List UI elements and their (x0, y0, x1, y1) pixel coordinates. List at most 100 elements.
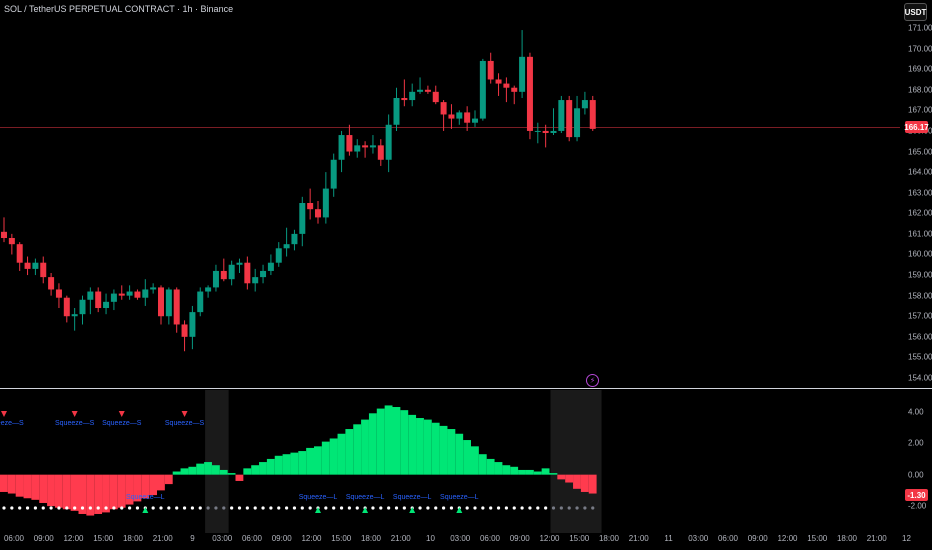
price-tick-label: 155.00 (908, 352, 932, 362)
squeeze-dot (33, 506, 38, 510)
currency-button[interactable]: USDT (904, 3, 927, 21)
momentum-bar (447, 429, 456, 475)
momentum-bar (180, 468, 189, 475)
price-tick-label: 170.00 (908, 44, 932, 54)
time-tick-label: 18:00 (360, 534, 382, 543)
candle-body (197, 291, 204, 313)
momentum-bar (353, 424, 362, 475)
momentum-bar (408, 414, 417, 475)
momentum-bar (266, 458, 275, 475)
momentum-bar (368, 413, 377, 475)
squeeze-dot (80, 506, 85, 510)
momentum-bar (251, 465, 260, 475)
long-signal-marker (315, 507, 321, 513)
momentum-bar (141, 474, 150, 499)
time-tick-label: 21:00 (866, 534, 887, 543)
momentum-bar (157, 474, 165, 491)
indicator-tick-label: 2.00 (908, 438, 924, 448)
momentum-bar (384, 405, 393, 475)
squeeze-dot (245, 506, 249, 510)
time-tick-label: 12:00 (63, 534, 84, 543)
candle-body (181, 324, 188, 337)
long-signal-label: Squeeze—L (126, 494, 165, 501)
candle-body (472, 118, 478, 123)
squeeze-dot (73, 506, 77, 510)
lightning-icon[interactable]: ⚡ (586, 374, 599, 387)
squeeze-dot (355, 506, 359, 510)
squeeze-zone (205, 390, 229, 533)
symbol-title: SOL / TetherUS PERPETUAL CONTRACT · 1h ·… (4, 4, 234, 14)
momentum-bar (70, 474, 79, 511)
squeeze-dot (308, 506, 312, 510)
candle-body (338, 135, 345, 160)
momentum-bar (565, 474, 574, 483)
candle-body (581, 100, 588, 109)
momentum-bar (376, 408, 385, 475)
short-signal-marker (181, 411, 188, 417)
squeeze-dot (18, 506, 22, 510)
candle-body (362, 145, 369, 148)
candle-body (220, 270, 227, 280)
momentum-bar (533, 471, 542, 475)
candle-body (244, 262, 251, 284)
candle-body (417, 89, 424, 92)
momentum-bar (149, 474, 157, 496)
candle-body (275, 248, 282, 263)
momentum-bar (361, 419, 369, 475)
squeeze-dot (418, 506, 422, 510)
candle-body (542, 130, 549, 133)
momentum-bar (235, 474, 244, 481)
time-tick-label: 11 (664, 534, 673, 543)
candle-body (479, 60, 486, 119)
candle-body (377, 145, 384, 160)
squeeze-dot (206, 506, 210, 510)
momentum-bar (86, 474, 95, 516)
squeeze-dot (504, 506, 508, 510)
candle-body (369, 145, 376, 148)
time-tick-label: 03:00 (212, 534, 233, 543)
momentum-bar (321, 441, 330, 475)
long-signal-marker (409, 507, 416, 513)
time-tick-label: 06:00 (479, 534, 501, 543)
price-tick-label: 171.00 (908, 23, 932, 33)
momentum-bar (125, 474, 134, 505)
momentum-bar (329, 438, 338, 475)
candle-body (519, 56, 526, 92)
squeeze-dot (151, 506, 155, 510)
momentum-bar (47, 474, 55, 507)
squeeze-dot (332, 506, 336, 510)
candle-body (503, 83, 510, 88)
candle-body (71, 314, 78, 317)
candle-body (354, 145, 361, 152)
candle-body (291, 233, 298, 245)
time-tick-label: 15:00 (569, 534, 590, 543)
candle-body (307, 203, 314, 210)
candle-body (87, 291, 94, 300)
time-tick-label: 06:00 (3, 534, 25, 543)
candle-body (1, 231, 7, 238)
candle-body (299, 203, 306, 234)
price-tick-label: 159.00 (908, 270, 932, 280)
momentum-bar (423, 419, 432, 475)
long-signal-label: Squeeze—L (298, 494, 338, 501)
candle-body (55, 289, 62, 298)
short-signal-marker (1, 411, 7, 417)
squeeze-dot (159, 506, 163, 510)
momentum-bar (455, 433, 464, 475)
price-tick-label: 161.00 (908, 229, 932, 239)
short-signal-marker (118, 411, 125, 417)
momentum-bar (23, 474, 32, 499)
momentum-bar (314, 446, 322, 475)
indicator-tick-label: -2.00 (908, 501, 927, 511)
squeeze-zone (550, 390, 602, 533)
squeeze-dot (175, 506, 179, 510)
momentum-bar (102, 474, 110, 513)
squeeze-dot (567, 506, 571, 510)
indicator-tick-label: 4.00 (908, 407, 924, 417)
price-tick-label: 167.00 (908, 105, 932, 115)
momentum-bar (588, 474, 597, 494)
momentum-bar (486, 458, 495, 475)
momentum-bar (557, 474, 566, 480)
price-tick-label: 163.00 (908, 188, 932, 198)
